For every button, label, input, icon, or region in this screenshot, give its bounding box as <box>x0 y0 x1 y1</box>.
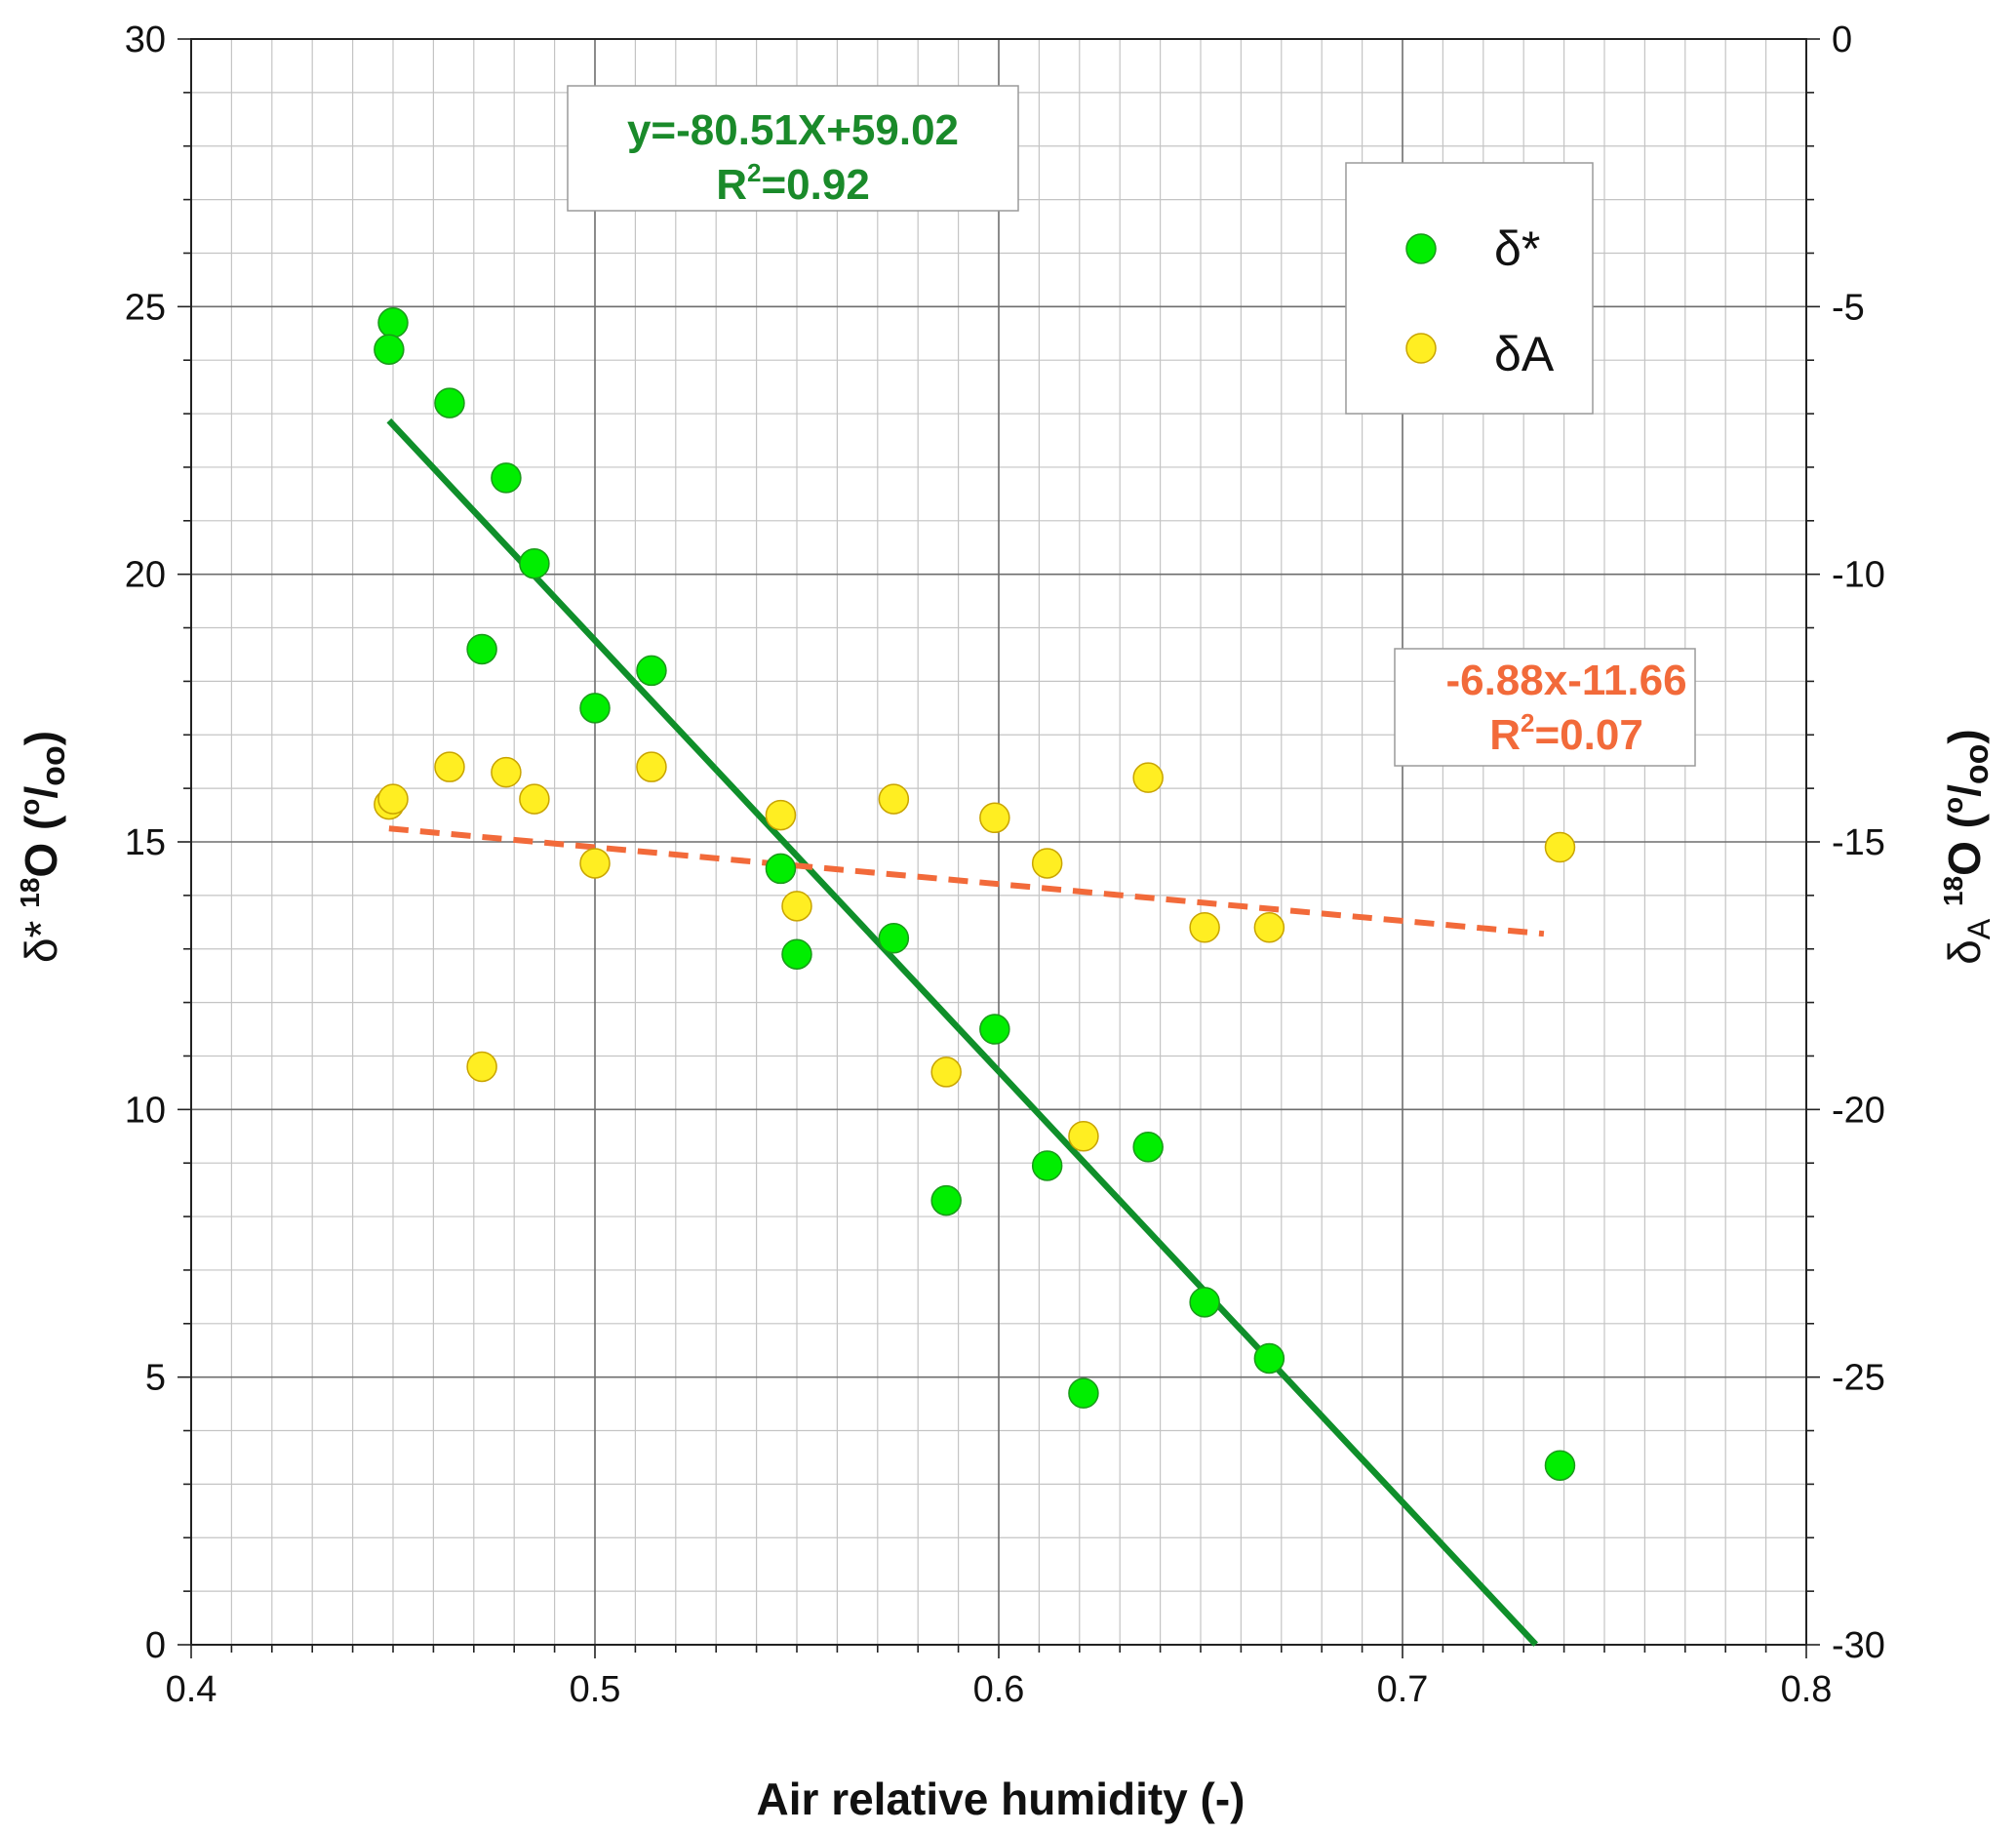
data-points <box>374 307 1576 1481</box>
y-left-tick-label: 25 <box>125 287 166 328</box>
point-delta-a <box>1544 831 1576 863</box>
point-delta-star <box>878 923 910 954</box>
point-delta-star <box>374 334 405 365</box>
point-delta-a <box>519 783 550 815</box>
point-delta-star <box>491 462 522 494</box>
point-delta-a <box>1189 912 1220 943</box>
y-right-tick-label: -10 <box>1832 555 1885 596</box>
legend-label-delta-a: δA <box>1494 327 1555 381</box>
x-tick-label: 0.4 <box>166 1669 217 1710</box>
x-tick-label: 0.7 <box>1377 1669 1429 1710</box>
point-delta-a <box>1031 848 1063 879</box>
point-delta-star <box>781 938 812 970</box>
legend-marker-delta-a <box>1405 333 1437 364</box>
y-right-tick-label: 0 <box>1832 20 1852 60</box>
point-delta-a <box>1132 762 1164 793</box>
y-right-tick-label: -15 <box>1832 822 1885 863</box>
point-delta-a <box>765 799 797 831</box>
point-delta-a <box>1253 912 1285 943</box>
point-delta-star <box>466 633 497 665</box>
point-delta-star <box>930 1184 962 1216</box>
y-left-tick-label: 5 <box>145 1358 166 1399</box>
y-left-tick-label: 0 <box>145 1625 166 1666</box>
point-delta-star <box>1132 1131 1164 1163</box>
annotation-delta-star-r2: R2=0.92 <box>716 158 870 209</box>
fit-line-delta-star <box>386 418 1538 1647</box>
fit-line-delta-a <box>388 825 1545 937</box>
point-delta-star <box>1544 1450 1576 1481</box>
y-left-tick-label: 20 <box>125 555 166 596</box>
point-delta-a <box>579 848 611 879</box>
y-right-tick-label: -30 <box>1832 1625 1885 1666</box>
y-right-tick-label: -25 <box>1832 1358 1885 1399</box>
point-delta-star <box>1189 1287 1220 1318</box>
point-delta-star <box>377 307 409 339</box>
legend: δ* δA <box>1345 162 1594 415</box>
y-axis-right-title: δA 18O (o/oo) <box>1938 729 1996 965</box>
point-delta-a <box>434 751 465 782</box>
x-tick-label: 0.6 <box>973 1669 1025 1710</box>
y-right-tick-label: -5 <box>1832 287 1865 328</box>
y-left-tick-label: 15 <box>125 822 166 863</box>
y-left-tick-label: 10 <box>125 1090 166 1131</box>
point-delta-a <box>878 783 910 815</box>
y-right-tick-label: -20 <box>1832 1090 1885 1131</box>
point-delta-a <box>636 751 667 782</box>
annotation-delta-star-fit: y=-80.51X+59.02 R2=0.92 <box>567 85 1019 212</box>
y-axis-left-title: δ* 18O (o/oo) <box>15 731 72 963</box>
point-delta-a <box>377 783 409 815</box>
x-axis-title: Air relative humidity (-) <box>757 1774 1245 1824</box>
annotation-delta-a-equation: -6.88x-11.66 <box>1445 657 1686 704</box>
trend-lines <box>386 418 1545 1647</box>
point-delta-a <box>930 1057 962 1088</box>
point-delta-star <box>1253 1342 1285 1375</box>
point-delta-star <box>434 387 465 419</box>
point-delta-star <box>1031 1150 1063 1181</box>
point-delta-a <box>491 756 522 788</box>
annotation-delta-a-r2: R2=0.07 <box>1489 708 1643 759</box>
point-delta-star <box>636 655 667 687</box>
point-delta-a <box>1068 1121 1099 1152</box>
annotation-delta-star-equation: y=-80.51X+59.02 <box>627 106 959 154</box>
point-delta-star <box>765 853 797 885</box>
point-delta-star <box>979 1014 1010 1045</box>
point-delta-a <box>466 1051 497 1083</box>
x-tick-label: 0.8 <box>1781 1669 1833 1710</box>
x-tick-label: 0.5 <box>570 1669 621 1710</box>
legend-label-delta-star: δ* <box>1494 221 1540 276</box>
legend-marker-delta-star <box>1405 233 1437 264</box>
point-delta-star <box>519 547 550 579</box>
point-delta-a <box>781 891 812 922</box>
annotation-delta-a-fit: -6.88x-11.66 R2=0.07 <box>1394 648 1696 767</box>
grid <box>191 39 1806 1645</box>
point-delta-a <box>979 802 1010 834</box>
axis-ticks: 0.4 0.5 0.6 0.7 0.8 0 5 10 15 20 25 30 -30 -25 -20 -15 -… <box>125 20 1885 1710</box>
point-delta-star <box>1068 1377 1099 1409</box>
point-delta-star <box>579 693 611 724</box>
y-left-tick-label: 30 <box>125 20 166 60</box>
